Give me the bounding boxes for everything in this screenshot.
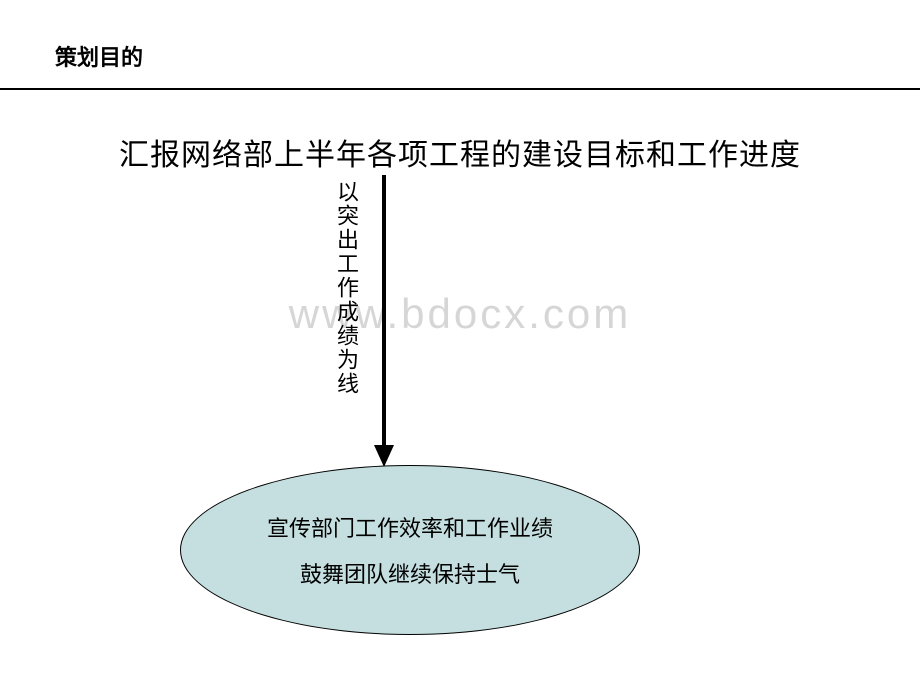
arrow-line [382, 175, 386, 453]
main-statement: 汇报网络部上半年各项工程的建设目标和工作进度 [0, 130, 920, 174]
ellipse-text-line1: 宣传部门工作效率和工作业绩 [267, 511, 553, 543]
arrow-head-icon [374, 445, 394, 467]
watermark-text: www.bdocx.com [0, 290, 920, 338]
result-ellipse: 宣传部门工作效率和工作业绩 鼓舞团队继续保持士气 [180, 465, 640, 635]
ellipse-text-line2: 鼓舞团队继续保持士气 [300, 557, 520, 589]
header-title: 策划目的 [55, 40, 143, 72]
arrow-label: 以突出工作成绩为线 [330, 180, 362, 396]
header-underline [0, 88, 920, 90]
flow-arrow [374, 175, 394, 470]
